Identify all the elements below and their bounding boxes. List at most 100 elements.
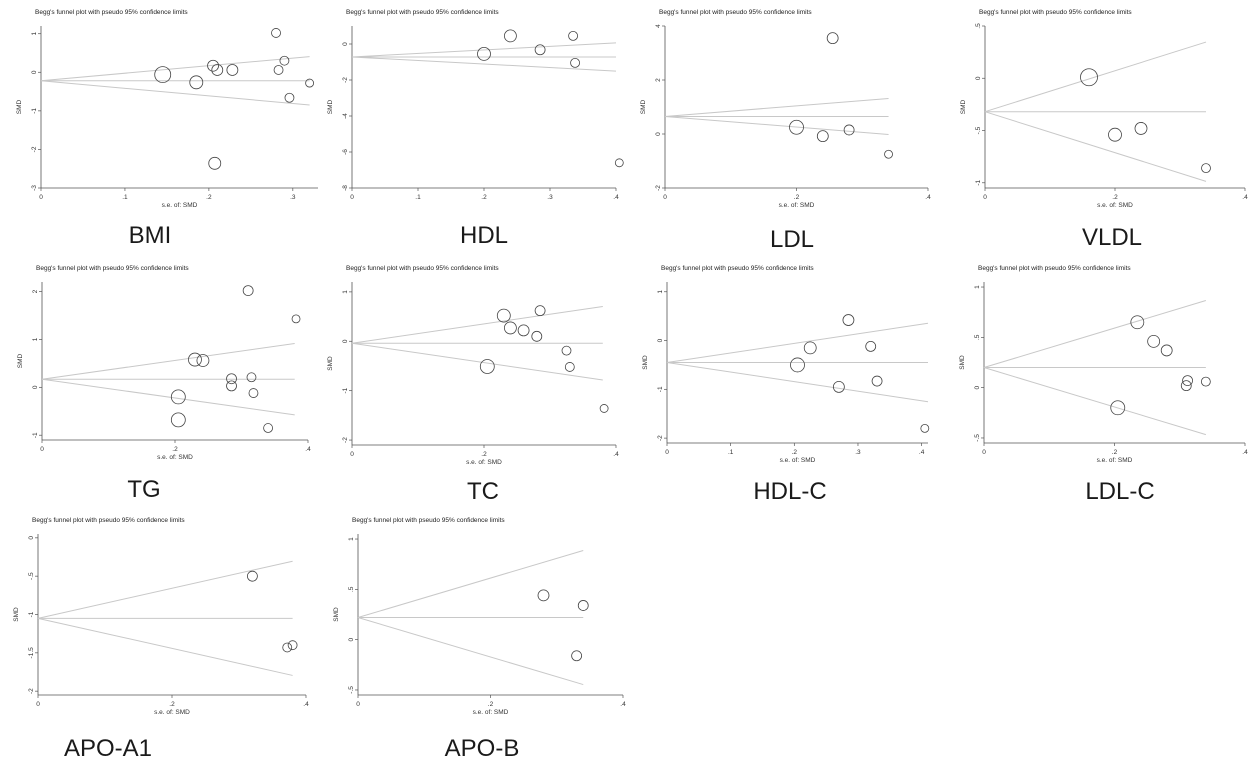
x-tick-label: .2 — [481, 451, 487, 458]
y-tick-label: 1 — [974, 285, 981, 289]
study-point — [564, 362, 575, 372]
x-tick-label: .2 — [206, 194, 212, 201]
study-point — [273, 65, 284, 75]
x-tick-label: .4 — [925, 194, 931, 201]
x-tick-label: .1 — [415, 194, 421, 201]
lower-confidence-limit — [983, 367, 1206, 436]
panel-hdl-c: Begg's funnel plot with pseudo 95% confi… — [642, 265, 930, 505]
y-tick-label: 0 — [348, 637, 355, 641]
y-tick-label: 2 — [32, 289, 39, 293]
y-tick-label: 4 — [655, 24, 662, 28]
y-axis-label: SMD — [327, 99, 334, 114]
y-tick-label: -2 — [655, 185, 662, 191]
y-tick-label: 0 — [28, 536, 35, 540]
plot-title: Begg's funnel plot with pseudo 95% confi… — [979, 9, 1132, 16]
y-tick-label: .5 — [975, 23, 982, 29]
study-point — [534, 44, 546, 56]
x-tick-label: .4 — [613, 451, 619, 458]
x-tick-label: 0 — [982, 449, 986, 456]
study-point — [503, 321, 517, 335]
study-point — [826, 32, 839, 45]
study-point — [305, 78, 315, 88]
study-point — [571, 650, 583, 662]
study-point — [531, 330, 543, 342]
panel-label: BMI — [129, 222, 172, 249]
x-tick-label: .1 — [122, 194, 128, 201]
y-axis-label: SMD — [327, 356, 334, 371]
study-point — [271, 28, 281, 38]
upper-confidence-limit — [41, 343, 295, 380]
study-point — [561, 345, 572, 356]
panel-label: LDL-C — [1085, 478, 1154, 505]
y-tick-label: -.5 — [348, 686, 355, 694]
x-tick-label: .3 — [290, 194, 296, 201]
study-point — [1182, 375, 1193, 387]
y-axis-label: SMD — [642, 355, 649, 370]
study-point — [226, 373, 237, 385]
panel-tg: Begg's funnel plot with pseudo 95% confi… — [17, 265, 311, 503]
plot-title: Begg's funnel plot with pseudo 95% confi… — [661, 265, 814, 272]
plot-title: Begg's funnel plot with pseudo 95% confi… — [659, 9, 812, 16]
x-axis-label: s.e. of: SMD — [154, 709, 190, 716]
x-tick-label: .2 — [794, 194, 800, 201]
y-tick-label: -.5 — [28, 572, 35, 580]
y-tick-label: -1.5 — [28, 647, 35, 659]
x-tick-label: .4 — [919, 449, 925, 456]
y-tick-label: -.5 — [975, 126, 982, 134]
x-tick-label: 0 — [39, 194, 43, 201]
study-point — [1108, 127, 1122, 142]
y-tick-label: -1 — [31, 108, 38, 114]
y-tick-label: 0 — [342, 42, 349, 46]
lower-confidence-limit — [357, 617, 584, 686]
study-point — [614, 158, 624, 168]
upper-confidence-limit — [357, 549, 584, 618]
y-tick-label: .5 — [974, 334, 981, 340]
y-axis-label: SMD — [13, 607, 20, 622]
x-axis-label: s.e. of: SMD — [1097, 202, 1133, 209]
study-point — [282, 642, 293, 653]
lower-confidence-limit — [666, 362, 929, 403]
panel-vldl: Begg's funnel plot with pseudo 95% confi… — [960, 9, 1248, 251]
y-tick-label: 0 — [974, 385, 981, 389]
x-tick-label: 0 — [36, 701, 40, 708]
study-point — [226, 380, 237, 392]
x-tick-label: 0 — [40, 446, 44, 453]
y-tick-label: -1 — [342, 387, 349, 393]
x-tick-label: .4 — [613, 194, 619, 201]
panel-tc: Begg's funnel plot with pseudo 95% confi… — [327, 265, 619, 505]
x-axis-label: s.e. of: SMD — [162, 202, 198, 209]
study-point — [263, 423, 274, 433]
study-point — [242, 285, 254, 297]
plot-title: Begg's funnel plot with pseudo 95% confi… — [346, 265, 499, 272]
y-tick-label: 1 — [657, 290, 664, 294]
study-point — [920, 423, 930, 433]
x-tick-label: .1 — [728, 449, 734, 456]
study-point — [803, 341, 817, 355]
x-tick-label: .3 — [547, 194, 553, 201]
study-point — [246, 372, 257, 383]
study-point — [1160, 344, 1173, 357]
study-point — [1200, 376, 1211, 387]
study-point — [503, 29, 517, 43]
study-point — [1180, 380, 1192, 392]
x-tick-label: .2 — [1112, 194, 1118, 201]
x-tick-label: 0 — [665, 449, 669, 456]
y-tick-label: -1 — [657, 386, 664, 392]
y-tick-label: 1 — [31, 32, 38, 36]
y-tick-label: -1 — [975, 180, 982, 186]
x-tick-label: .2 — [172, 446, 178, 453]
y-axis-label: SMD — [640, 99, 647, 114]
study-point — [287, 640, 298, 651]
x-tick-label: .2 — [1112, 449, 1118, 456]
y-tick-label: -.5 — [974, 434, 981, 442]
lower-confidence-limit — [351, 56, 617, 72]
study-point — [189, 75, 204, 90]
x-tick-label: .4 — [1242, 194, 1248, 201]
panel-label: APO-B — [445, 735, 520, 761]
x-tick-label: 0 — [983, 194, 987, 201]
x-tick-label: .4 — [303, 701, 309, 708]
study-point — [170, 412, 186, 428]
x-tick-label: .3 — [855, 449, 861, 456]
lower-confidence-limit — [664, 115, 889, 135]
x-tick-label: 0 — [350, 451, 354, 458]
